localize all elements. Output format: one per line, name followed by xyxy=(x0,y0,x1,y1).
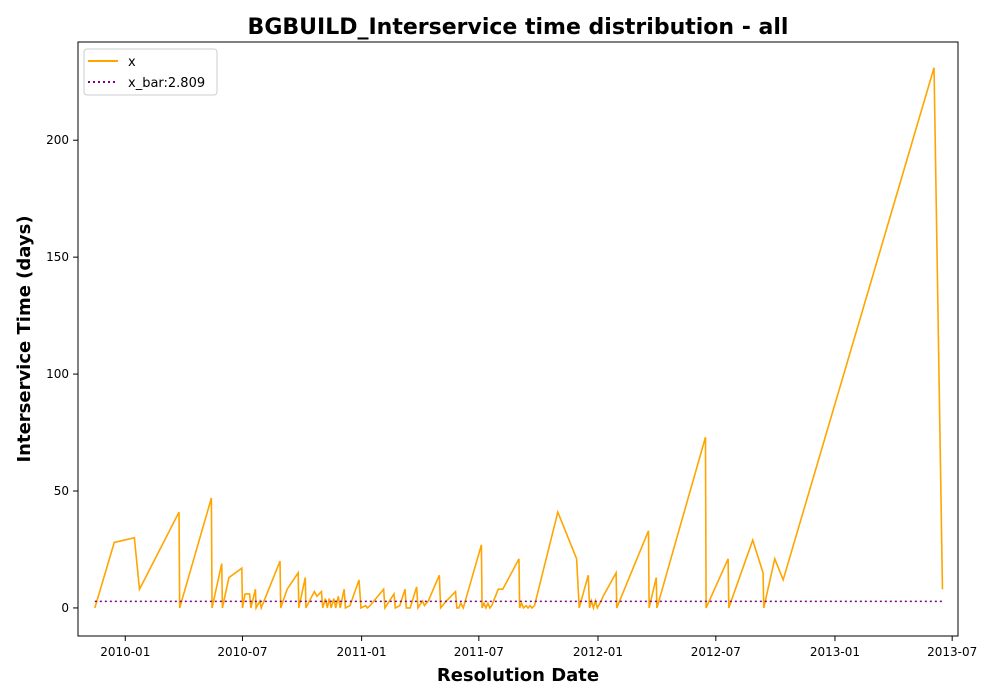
legend: x x_bar:2.809 xyxy=(83,48,218,96)
plot-frame xyxy=(77,41,959,637)
x-tick-label: 2013-01 xyxy=(810,645,860,659)
x-tick-label: 2010-01 xyxy=(100,645,150,659)
x-tick-label: 2012-01 xyxy=(573,645,623,659)
x-axis-ticks: 2010-01 2010-07 2011-01 2011-07 2012-01 2012-… xyxy=(100,636,977,659)
legend-label-x: x xyxy=(128,55,136,70)
x-tick-label: 2011-01 xyxy=(337,645,387,659)
y-tick-label: 150 xyxy=(46,250,69,264)
x-axis-label: Resolution Date xyxy=(437,665,599,686)
y-tick-label: 200 xyxy=(46,133,69,147)
x-tick-label: 2010-07 xyxy=(217,645,267,659)
y-tick-label: 0 xyxy=(61,601,69,615)
y-tick-label: 50 xyxy=(54,484,69,498)
x-tick-label: 2012-07 xyxy=(691,645,741,659)
x-tick-label: 2011-07 xyxy=(454,645,504,659)
x-tick-label: 2013-07 xyxy=(927,645,977,659)
chart-title: BGBUILD_Interservice time distribution -… xyxy=(248,15,789,40)
plot-area xyxy=(94,67,944,611)
y-axis-ticks: 0 50 100 150 200 xyxy=(46,133,78,615)
legend-label-x-bar: x_bar:2.809 xyxy=(128,76,205,91)
y-tick-label: 100 xyxy=(46,367,69,381)
y-axis-label: Interservice Time (days) xyxy=(14,215,35,462)
